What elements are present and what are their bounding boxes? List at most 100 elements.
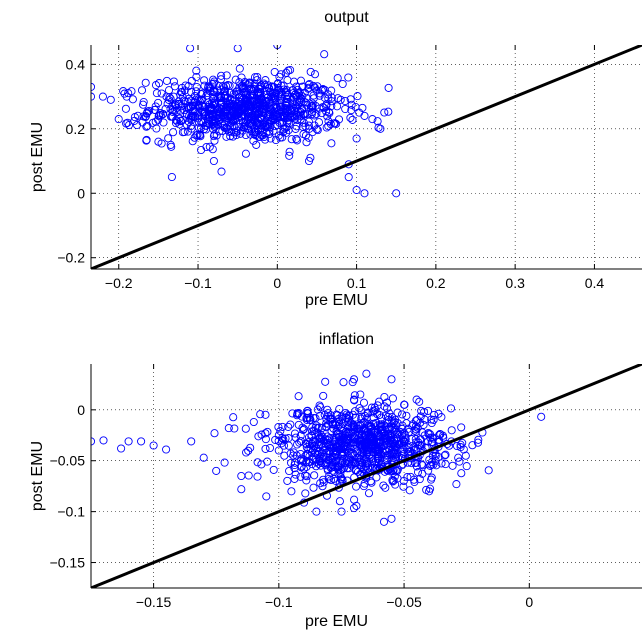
scatter-point	[336, 95, 345, 104]
scatter-point	[159, 118, 168, 127]
scatter-point	[50, 98, 57, 105]
scatter-point	[296, 93, 305, 103]
y-axis-label: post EMU	[29, 122, 46, 192]
scatter-point	[385, 425, 394, 434]
scatter-point	[360, 441, 370, 450]
scatter-point	[362, 369, 371, 378]
scatter-point	[279, 81, 288, 90]
y-tick-label: 0.2	[66, 121, 86, 137]
scatter-point	[306, 67, 315, 76]
scatter-point	[259, 79, 268, 88]
scatter-point	[283, 91, 292, 100]
scatter-point	[452, 480, 461, 489]
scatter-point	[351, 407, 360, 416]
scatter-point	[347, 419, 356, 428]
scatter-point	[231, 75, 240, 84]
scatter-point	[392, 189, 401, 198]
scatter-point	[456, 440, 465, 449]
x-axis-label: pre EMU	[305, 613, 368, 630]
scatter-point	[376, 124, 385, 133]
scatter-point	[404, 447, 413, 456]
scatter-point	[208, 80, 217, 89]
scatter-point	[269, 465, 278, 474]
scatter-point	[192, 66, 201, 75]
scatter-point	[347, 100, 356, 109]
scatter-point	[281, 89, 290, 98]
scatter-point	[372, 435, 381, 444]
scatter-point	[297, 454, 306, 463]
scatter-point	[187, 87, 196, 96]
scatter-point	[399, 482, 408, 491]
scatter-point	[301, 122, 310, 131]
scatter-point	[176, 116, 186, 125]
scatter-point	[227, 127, 236, 136]
scatter-point	[368, 439, 377, 448]
scatter-point	[211, 112, 220, 121]
scatter-point	[371, 446, 380, 455]
y-tick-label: 0	[77, 185, 85, 201]
scatter-point	[217, 99, 227, 108]
scatter-point	[233, 45, 242, 53]
scatter-point	[253, 458, 262, 467]
scatter-point	[360, 111, 369, 120]
scatter-point	[184, 102, 193, 111]
scatter-point	[142, 136, 151, 145]
scatter-point	[356, 420, 365, 429]
scatter-point	[338, 475, 347, 484]
scatter-point	[352, 134, 361, 143]
x-tick-label: −0.05	[386, 594, 422, 610]
scatter-point	[302, 472, 311, 481]
scatter-point	[170, 82, 179, 91]
scatter-point	[253, 107, 262, 116]
scatter-point	[335, 404, 344, 414]
scatter-point	[363, 446, 372, 455]
scatter-point	[98, 92, 107, 101]
scatter-point	[344, 173, 353, 182]
scatter-point	[382, 398, 392, 407]
scatter-point	[274, 131, 283, 140]
scatter-point	[322, 448, 331, 457]
scatter-point	[282, 95, 291, 104]
scatter-point	[301, 451, 310, 460]
identity-line	[91, 364, 642, 588]
x-axis-label: pre EMU	[305, 292, 368, 309]
scatter-point	[317, 458, 326, 467]
scatter-point	[259, 119, 268, 129]
scatter-point	[312, 444, 321, 453]
scatter-point	[154, 137, 163, 146]
scatter-point	[205, 106, 214, 115]
scatter-point	[434, 409, 443, 418]
scatter-point	[358, 103, 367, 112]
scatter-point	[152, 89, 161, 98]
scatter-point	[384, 83, 393, 92]
scatter-point	[139, 97, 148, 107]
scatter-point	[200, 81, 209, 90]
scatter-point	[291, 101, 300, 110]
scatter-point	[418, 469, 427, 478]
scatter-point	[368, 408, 377, 417]
scatter-point	[374, 397, 384, 406]
scatter-point	[303, 449, 312, 458]
scatter-point	[363, 409, 372, 418]
scatter-point	[162, 445, 171, 454]
scatter-point	[174, 100, 183, 109]
scatter-point	[289, 451, 298, 460]
scatter-point	[398, 410, 407, 419]
scatter-point	[222, 105, 231, 114]
scatter-point	[344, 73, 353, 82]
scatter-point	[241, 79, 250, 88]
scatter-point	[137, 86, 147, 95]
scatter-point	[334, 422, 343, 431]
scatter-point	[341, 104, 350, 114]
x-tick-label: 0.2	[426, 275, 446, 291]
scatter-point	[151, 81, 161, 90]
scatter-point	[414, 438, 423, 447]
scatter-point	[210, 429, 219, 438]
scatter-point	[284, 434, 293, 443]
scatter-point	[179, 96, 188, 105]
scatter-point	[299, 424, 309, 433]
scatter-point	[290, 429, 300, 438]
scatter-point	[468, 441, 477, 450]
scatter-point	[290, 106, 299, 115]
scatter-point	[342, 429, 351, 438]
